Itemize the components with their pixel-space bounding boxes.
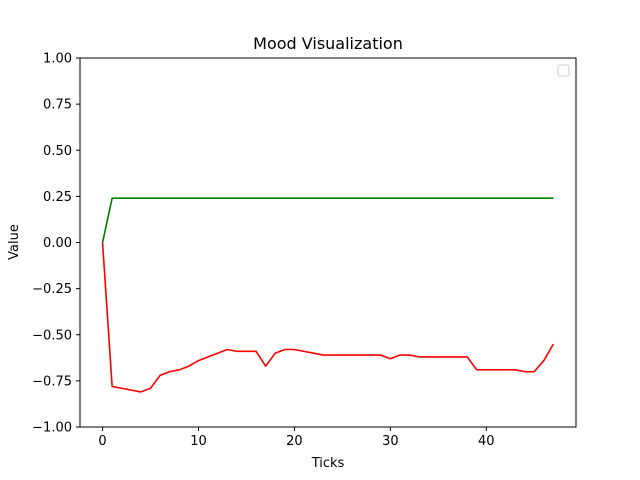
y-tick-label: 0.50 bbox=[43, 144, 72, 159]
x-tick-label: 40 bbox=[478, 434, 495, 449]
legend bbox=[557, 64, 570, 77]
chart-title: Mood Visualization bbox=[253, 34, 403, 53]
x-tick-label: 30 bbox=[382, 434, 399, 449]
y-axis-label: Value bbox=[7, 224, 22, 260]
y-tick-label: 0.25 bbox=[43, 190, 72, 205]
series-line-1 bbox=[101, 197, 554, 243]
y-tick-label: 0.00 bbox=[43, 236, 72, 251]
y-tick-label: 0.75 bbox=[43, 98, 72, 113]
x-tick-label: 0 bbox=[98, 434, 106, 449]
x-tick-label: 20 bbox=[286, 434, 303, 449]
y-tick-label: −0.75 bbox=[32, 374, 72, 389]
legend-box bbox=[557, 64, 570, 77]
y-tick-label: −0.50 bbox=[32, 328, 72, 343]
y-tick-label: −0.25 bbox=[32, 282, 72, 297]
series-layer bbox=[101, 197, 555, 393]
series-line-2 bbox=[101, 242, 555, 393]
x-axis-label: Ticks bbox=[311, 456, 345, 471]
x-tick-label: 10 bbox=[190, 434, 207, 449]
ticks-layer: 0 10 20 30 40 −1.00 −0.75 −0.50 −0.25 0.00 0.25 0.5… bbox=[32, 52, 494, 450]
y-tick-label: 1.00 bbox=[43, 52, 72, 67]
y-tick-label: −1.00 bbox=[32, 421, 72, 436]
plot-background bbox=[80, 58, 576, 427]
plot-area bbox=[80, 58, 576, 427]
